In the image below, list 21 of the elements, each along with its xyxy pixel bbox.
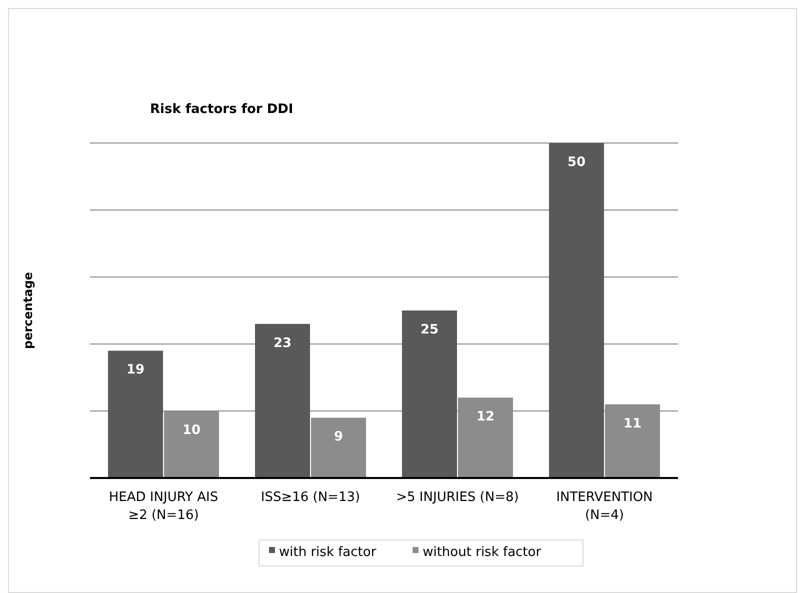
chart-title: Risk factors for DDI xyxy=(150,102,294,117)
bar xyxy=(108,350,163,478)
data-label: 10 xyxy=(182,423,201,438)
x-tick-label: INTERVENTION (N=4) xyxy=(556,490,653,523)
x-tick-label: ISS≥16 (N=13) xyxy=(260,490,360,505)
legend-label: with risk factor xyxy=(279,545,377,560)
data-label: 11 xyxy=(623,416,642,432)
data-label: 9 xyxy=(334,430,344,445)
data-label: 12 xyxy=(476,410,495,425)
bar xyxy=(402,310,457,478)
bar xyxy=(311,418,366,478)
x-tick-label: >5 INJURIES (N=8) xyxy=(396,490,519,505)
data-label: 25 xyxy=(420,322,439,338)
bar xyxy=(549,143,604,478)
x-tick-label: HEAD INJURY AIS ≥2 (N=16) xyxy=(108,490,218,523)
y-axis-title: percentage xyxy=(21,272,35,350)
legend-label: without risk factor xyxy=(422,545,542,560)
data-label: 50 xyxy=(567,155,586,170)
bar xyxy=(255,324,310,478)
data-label: 23 xyxy=(273,336,292,351)
data-label: 19 xyxy=(126,362,145,378)
